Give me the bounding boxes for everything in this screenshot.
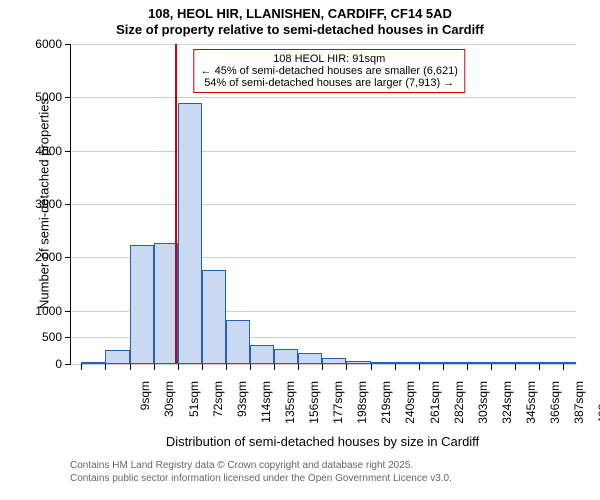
y-tick <box>65 257 71 258</box>
attribution-text: Contains HM Land Registry data © Crown c… <box>70 459 452 485</box>
attribution-line-1: Contains HM Land Registry data © Crown c… <box>70 459 452 472</box>
histogram-bar <box>539 362 563 364</box>
y-tick <box>65 204 71 205</box>
histogram-bar <box>81 362 105 364</box>
y-tick-label: 0 <box>22 357 62 371</box>
x-tick-label: 30sqm <box>162 381 176 441</box>
x-tick <box>491 364 492 370</box>
x-tick-label: 408sqm <box>596 381 600 441</box>
grid-line <box>71 97 576 98</box>
x-tick <box>226 364 227 370</box>
annotation-line-1: ← 45% of semi-detached houses are smalle… <box>201 65 458 77</box>
x-tick <box>178 364 179 370</box>
x-tick <box>563 364 564 370</box>
y-tick-label: 4000 <box>22 144 62 158</box>
chart-subtitle: Size of property relative to semi-detach… <box>0 22 600 38</box>
x-tick <box>130 364 131 370</box>
x-tick-label: 240sqm <box>403 381 417 441</box>
x-tick-label: 387sqm <box>572 381 586 441</box>
grid-line <box>71 364 576 365</box>
histogram-bar <box>105 350 129 364</box>
x-tick <box>322 364 323 370</box>
histogram-bar <box>491 362 515 364</box>
histogram-bar <box>154 243 178 364</box>
y-tick-label: 500 <box>22 330 62 344</box>
histogram-bar <box>346 361 370 364</box>
histogram-bar <box>226 320 250 364</box>
histogram-bar <box>322 358 346 364</box>
histogram-bar <box>298 353 322 364</box>
histogram-bar <box>130 245 154 364</box>
plot-area: 108 HEOL HIR: 91sqm← 45% of semi-detache… <box>70 44 576 365</box>
x-tick <box>154 364 155 370</box>
y-tick-label: 2000 <box>22 250 62 264</box>
x-tick-label: 303sqm <box>476 381 490 441</box>
annotation-line-2: 54% of semi-detached houses are larger (… <box>201 77 458 89</box>
x-tick-label: 261sqm <box>428 381 442 441</box>
x-tick-label: 114sqm <box>259 381 273 441</box>
y-tick <box>65 97 71 98</box>
x-tick <box>298 364 299 370</box>
y-tick <box>65 337 71 338</box>
x-tick <box>395 364 396 370</box>
histogram-bar <box>563 362 576 364</box>
grid-line <box>71 44 576 45</box>
histogram-bar <box>178 103 202 364</box>
x-tick <box>105 364 106 370</box>
y-tick <box>65 311 71 312</box>
histogram-bar <box>371 362 395 364</box>
x-tick-label: 324sqm <box>500 381 514 441</box>
x-tick-label: 135sqm <box>283 381 297 441</box>
x-tick <box>250 364 251 370</box>
annotation-box: 108 HEOL HIR: 91sqm← 45% of semi-detache… <box>194 49 465 93</box>
x-tick-label: 366sqm <box>548 381 562 441</box>
attribution-line-2: Contains public sector information licen… <box>70 472 452 485</box>
histogram-bar <box>515 362 539 364</box>
x-tick <box>515 364 516 370</box>
x-tick-label: 51sqm <box>187 381 201 441</box>
x-tick <box>202 364 203 370</box>
histogram-bar <box>395 362 419 364</box>
y-tick-label: 6000 <box>22 37 62 51</box>
y-tick-label: 1000 <box>22 304 62 318</box>
annotation-line-0: 108 HEOL HIR: 91sqm <box>201 53 458 65</box>
histogram-bar <box>443 362 467 364</box>
y-tick <box>65 44 71 45</box>
x-tick-label: 177sqm <box>331 381 345 441</box>
x-tick-label: 345sqm <box>524 381 538 441</box>
histogram-bar <box>467 362 491 364</box>
x-tick <box>443 364 444 370</box>
x-tick <box>81 364 82 370</box>
x-tick <box>467 364 468 370</box>
x-tick <box>371 364 372 370</box>
histogram-bar <box>250 345 274 364</box>
y-tick-label: 3000 <box>22 197 62 211</box>
x-tick <box>419 364 420 370</box>
x-tick <box>539 364 540 370</box>
x-tick <box>346 364 347 370</box>
x-tick-label: 282sqm <box>452 381 466 441</box>
grid-line <box>71 151 576 152</box>
marker-vline <box>175 44 177 364</box>
x-tick <box>274 364 275 370</box>
y-tick <box>65 364 71 365</box>
x-tick-label: 219sqm <box>379 381 393 441</box>
grid-line <box>71 204 576 205</box>
histogram-bar <box>419 362 443 364</box>
chart-title: 108, HEOL HIR, LLANISHEN, CARDIFF, CF14 … <box>0 6 600 22</box>
histogram-bar <box>274 349 298 364</box>
x-tick-label: 156sqm <box>307 381 321 441</box>
x-tick-label: 198sqm <box>355 381 369 441</box>
y-tick <box>65 151 71 152</box>
x-tick-label: 72sqm <box>211 381 225 441</box>
x-tick-label: 9sqm <box>138 381 152 441</box>
histogram-bar <box>202 270 226 364</box>
x-tick-label: 93sqm <box>235 381 249 441</box>
y-tick-label: 5000 <box>22 90 62 104</box>
